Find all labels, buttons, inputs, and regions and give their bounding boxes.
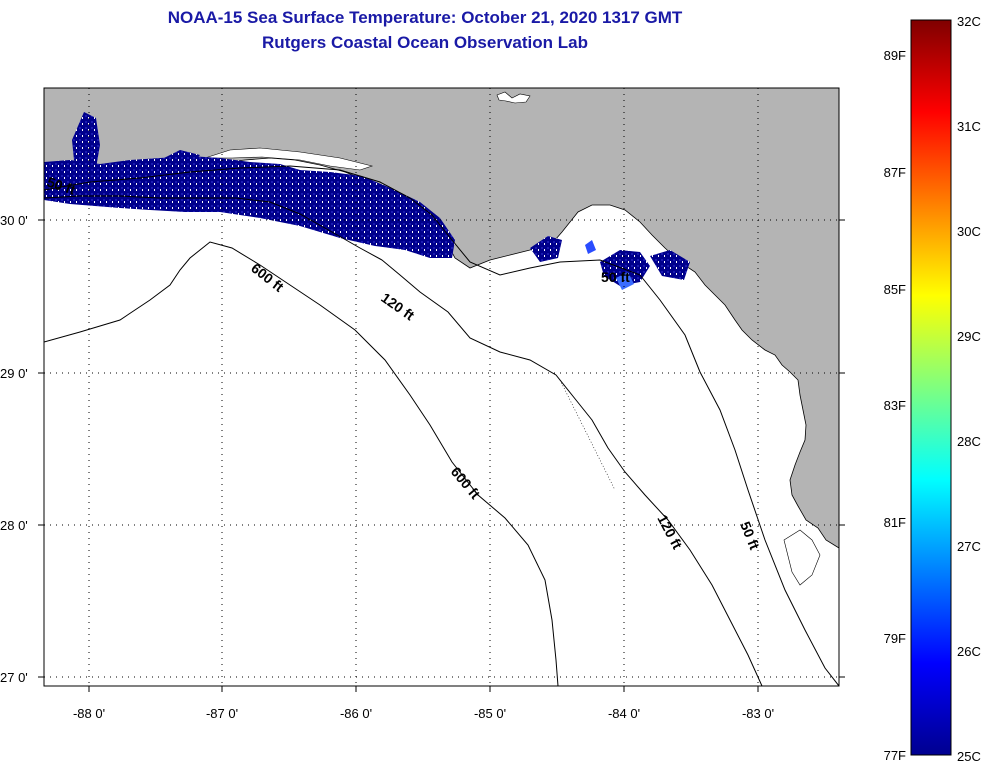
map-title: NOAA-15 Sea Surface Temperature: October… — [167, 8, 683, 27]
contour-label: 50 ft — [601, 269, 630, 285]
colorbar-fahrenheit-label: 81F — [884, 515, 906, 530]
contour-120ft — [44, 195, 763, 686]
lon-label: -83 0' — [742, 706, 774, 721]
colorbar-celsius-label: 26C — [957, 644, 981, 659]
contour-shelf-fine — [559, 379, 616, 491]
lon-label: -87 0' — [206, 706, 238, 721]
lat-label: 28 0' — [0, 518, 28, 533]
colorbar-fahrenheit-label: 77F — [884, 748, 906, 763]
sst-warm-patch — [585, 240, 596, 254]
contour-600ft — [44, 241, 559, 686]
temperature-colorbar — [910, 19, 952, 756]
map-frame — [43, 87, 840, 687]
colorbar-fahrenheit-label: 85F — [884, 282, 906, 297]
lat-label: 27 0' — [0, 670, 28, 685]
map-graticule — [44, 88, 839, 686]
colorbar-celsius-label: 28C — [957, 434, 981, 449]
lon-label: -85 0' — [474, 706, 506, 721]
colorbar-celsius-label: 27C — [957, 539, 981, 554]
colorbar-celsius-label: 25C — [957, 749, 981, 764]
lon-label: -86 0' — [340, 706, 372, 721]
lon-label: -88 0' — [73, 706, 105, 721]
lat-label: 29 0' — [0, 366, 28, 381]
sst-coastal-band — [44, 112, 690, 286]
colorbar-celsius-label: 29C — [957, 329, 981, 344]
colorbar-celsius-label: 31C — [957, 119, 981, 134]
colorbar-celsius-label: 30C — [957, 224, 981, 239]
land-mass — [44, 88, 839, 549]
contour-50ft — [44, 165, 839, 686]
sst-warm-patch — [616, 272, 634, 290]
colorbar-fahrenheit-label: 83F — [884, 398, 906, 413]
axis-ticks — [38, 219, 845, 692]
colorbar-fahrenheit-label: 79F — [884, 631, 906, 646]
bay-inlet — [783, 529, 821, 586]
colorbar-fahrenheit-label: 89F — [884, 48, 906, 63]
colorbar-fahrenheit-label: 87F — [884, 165, 906, 180]
bay-inlet — [204, 147, 374, 171]
map-subtitle: Rutgers Coastal Ocean Observation Lab — [262, 33, 588, 52]
colorbar-celsius-label: 32C — [957, 14, 981, 29]
lat-label: 30 0' — [0, 213, 28, 228]
island — [496, 91, 531, 104]
lon-label: -84 0' — [608, 706, 640, 721]
